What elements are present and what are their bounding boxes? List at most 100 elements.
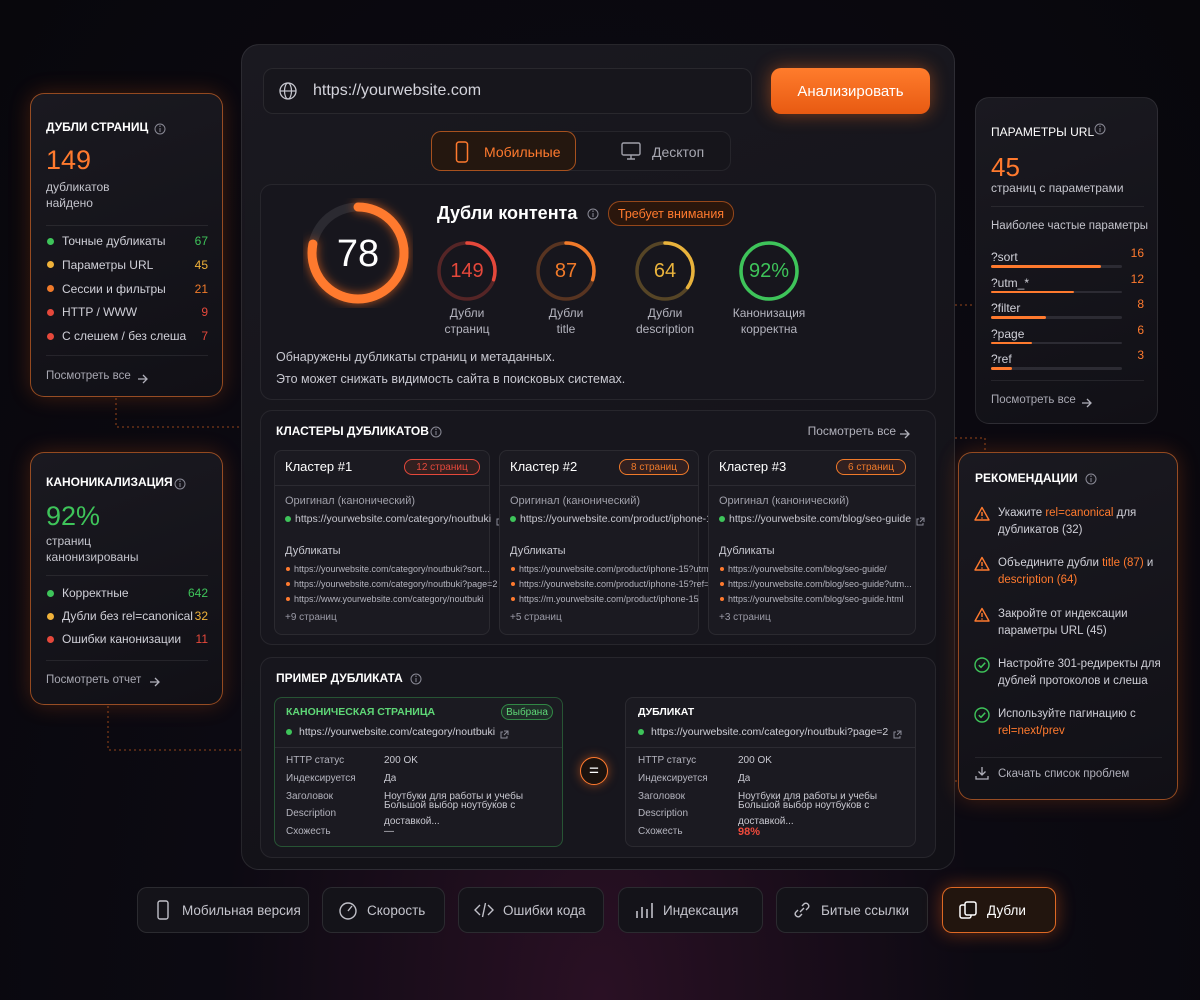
- params-panel: [975, 97, 1158, 424]
- nav-button[interactable]: [137, 887, 309, 933]
- text-part: description (64): [998, 574, 1078, 587]
- analyze-button[interactable]: Анализировать: [771, 68, 930, 114]
- nav-button[interactable]: [322, 887, 445, 933]
- nav-button[interactable]: [942, 887, 1056, 933]
- view-report-link[interactable]: Посмотреть отчет: [46, 674, 142, 686]
- warning-icon: [974, 607, 990, 622]
- circle-shape: [981, 517, 983, 519]
- status-dot: [286, 582, 290, 586]
- url-input[interactable]: [263, 68, 752, 114]
- nav-label: Скорость: [367, 903, 426, 918]
- cluster-badge: 6 страниц: [836, 459, 906, 475]
- cluster-badge: 12 страниц: [404, 459, 480, 475]
- nav-label: Ошибки кода: [503, 903, 586, 918]
- divider: [709, 485, 915, 486]
- divider: [46, 355, 208, 356]
- status-dot: [720, 567, 724, 571]
- info-icon-svg: [154, 123, 166, 135]
- external-link-icon-svg: [916, 517, 925, 526]
- warning-icon: [974, 506, 990, 521]
- nav-button[interactable]: [458, 887, 604, 933]
- metric-ring: [633, 239, 697, 303]
- item-value: 45: [194, 257, 208, 272]
- page-url: https://yourwebsite.com/category/noutbuk…: [651, 726, 889, 738]
- canonical-url: https://yourwebsite.com/category/noutbuk…: [295, 513, 492, 525]
- circle-shape: [1099, 125, 1101, 127]
- param-value: 3: [1137, 348, 1144, 362]
- divider: [991, 206, 1144, 207]
- rect-shape: [157, 900, 169, 920]
- status-dot: [46, 237, 54, 245]
- text-part: rel=next/prev: [998, 725, 1065, 738]
- metric-ring: [534, 239, 598, 303]
- param-label: ?page: [991, 326, 1025, 341]
- globe-icon: [279, 82, 297, 100]
- nav-icon: [338, 900, 358, 920]
- arrow-icon-svg: [900, 429, 910, 439]
- arrow-icon: [137, 371, 149, 384]
- nav-icon-svg: [636, 903, 653, 918]
- circle-shape: [981, 567, 983, 570]
- status-dot: [638, 729, 644, 735]
- path-shape: [150, 677, 160, 687]
- phone-icon-svg: [455, 141, 469, 163]
- status-dot: [285, 516, 291, 522]
- path-shape: [978, 712, 986, 719]
- info-icon-svg: [1085, 473, 1097, 485]
- row-value: Да: [384, 772, 397, 784]
- view-all-link[interactable]: Посмотреть все: [46, 370, 131, 382]
- download-link[interactable]: Скачать список проблем: [998, 768, 1130, 780]
- duplicates-label: Дубликаты: [719, 545, 775, 557]
- path-shape: [636, 903, 653, 918]
- path-shape: [107, 706, 241, 751]
- row-label: Индексируется: [638, 772, 708, 784]
- status-dot: [720, 582, 724, 586]
- param-track: [991, 341, 1122, 344]
- view-all-link[interactable]: Посмотреть все: [807, 424, 896, 438]
- view-all-link[interactable]: Посмотреть все: [991, 394, 1076, 406]
- row-label: Description: [286, 808, 337, 820]
- selected-badge: Выбрана: [501, 704, 553, 720]
- duplicate-url: https://www.yourwebsite.com/category/nou…: [294, 594, 484, 604]
- canonical-url: https://yourwebsite.com/product/iphone-1…: [520, 513, 718, 525]
- recommendation-text: Настройте 301-редиректы для дублей прото…: [998, 656, 1170, 690]
- external-link-icon: [915, 514, 925, 526]
- circle-shape: [339, 902, 357, 920]
- metric-value: 149: [450, 260, 484, 282]
- path-shape: [500, 730, 509, 739]
- tab-label: Десктоп: [652, 144, 705, 160]
- path-shape: [1082, 398, 1092, 408]
- arrow-icon: [149, 674, 161, 687]
- divider: [991, 380, 1144, 381]
- page-card-title: ДУБЛИКАТ: [638, 706, 695, 718]
- item-value: 11: [195, 632, 208, 646]
- param-label: ?sort: [991, 250, 1018, 264]
- nav-label: Мобильная версия: [182, 903, 301, 918]
- row-label: HTTP статус: [638, 755, 697, 766]
- item-label: Ошибки канонизации: [62, 632, 182, 646]
- more-pages: +5 страниц: [510, 612, 562, 623]
- desktop-icon: [621, 142, 641, 160]
- check-icon-svg: [974, 657, 990, 673]
- rect-shape: [621, 142, 641, 156]
- original-label: Оригинал (канонический): [719, 495, 850, 507]
- summary-title: Дубли контента: [437, 203, 578, 223]
- item-value: 642: [187, 586, 208, 600]
- status-dot: [286, 597, 290, 601]
- arrow-icon: [1081, 395, 1093, 408]
- row-value: 200 OK: [384, 755, 418, 766]
- divider: [500, 485, 698, 486]
- circle-shape: [415, 675, 417, 677]
- status-dot: [511, 567, 515, 571]
- canonical-page-card: [274, 697, 563, 847]
- info-icon-svg: [1094, 123, 1106, 135]
- info-icon: [174, 477, 186, 490]
- circle-shape: [974, 657, 990, 673]
- tab-active[interactable]: [431, 131, 576, 171]
- item-label: Корректные: [62, 586, 129, 600]
- status-dot: [46, 612, 54, 620]
- metric-label: Дубли description: [635, 306, 695, 336]
- rect-shape: [455, 141, 469, 163]
- path-shape: [347, 905, 353, 912]
